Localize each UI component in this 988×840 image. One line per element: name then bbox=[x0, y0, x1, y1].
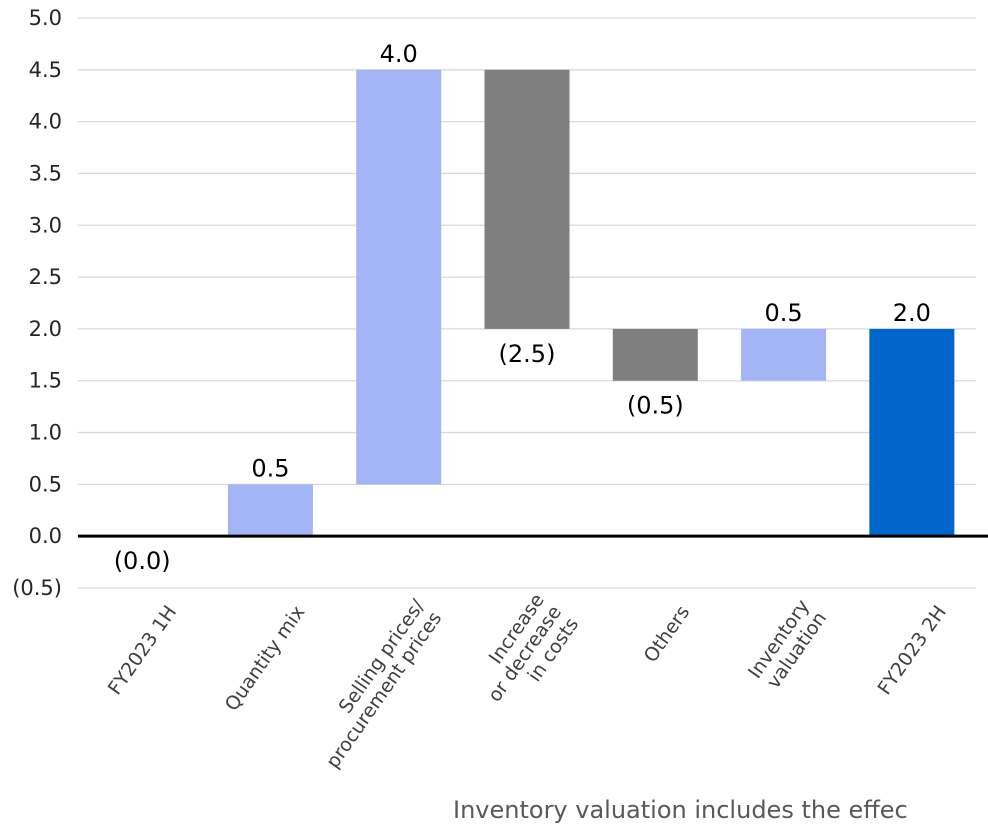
data-label: (0.5) bbox=[627, 392, 684, 420]
y-tick-label: 2.5 bbox=[29, 265, 62, 289]
category-label: Others bbox=[640, 602, 695, 667]
bar bbox=[612, 328, 698, 381]
y-tick-label: 1.5 bbox=[29, 369, 62, 393]
y-tick-label: 3.5 bbox=[29, 161, 62, 185]
category-label-line: Quantity mix bbox=[221, 602, 310, 716]
y-tick-label: 2.0 bbox=[29, 317, 62, 341]
y-tick-label: 4.5 bbox=[29, 58, 62, 82]
data-labels: (0.0) 0.5 4.0 (2.5) (0.5) 0.5 2.0 bbox=[114, 40, 931, 575]
data-label: (0.0) bbox=[114, 547, 171, 575]
category-label-line: Others bbox=[640, 602, 695, 667]
data-label: (2.5) bbox=[499, 340, 556, 368]
bar bbox=[869, 328, 955, 537]
category-label: Selling prices/procurement prices bbox=[322, 595, 446, 773]
data-label: 0.5 bbox=[764, 299, 802, 327]
y-tick-label: 1.0 bbox=[29, 421, 62, 445]
bar bbox=[227, 484, 313, 537]
y-tick-label: 0.0 bbox=[29, 524, 62, 548]
y-tick-label: 4.0 bbox=[29, 110, 62, 134]
x-axis-category-labels: FY2023 1H Quantity mix Selling prices/proc… bbox=[104, 590, 951, 773]
category-label-line: procurement prices bbox=[322, 608, 446, 773]
y-axis-tick-labels: (0.5) 0.0 0.5 1.0 1.5 2.0 2.5 3.0 3.5 4.0 4.5 5.0 bbox=[12, 6, 62, 600]
bar bbox=[484, 69, 570, 329]
y-tick-label: (0.5) bbox=[12, 576, 62, 600]
data-label: 4.0 bbox=[380, 40, 418, 68]
footnote: Inventory valuation includes the effec bbox=[453, 796, 908, 824]
category-label-line: FY2023 2H bbox=[874, 602, 951, 699]
data-label: 0.5 bbox=[251, 454, 289, 482]
category-label: FY2023 2H bbox=[874, 602, 951, 699]
bar bbox=[741, 328, 827, 381]
bars bbox=[227, 69, 955, 537]
y-tick-label: 0.5 bbox=[29, 472, 62, 496]
category-label: FY2023 1H bbox=[104, 602, 181, 699]
category-label-line: FY2023 1H bbox=[104, 602, 181, 699]
bar bbox=[356, 69, 442, 485]
y-tick-label: 5.0 bbox=[29, 6, 62, 30]
category-label: Quantity mix bbox=[221, 602, 310, 716]
data-label: 2.0 bbox=[893, 299, 931, 327]
y-tick-label: 3.0 bbox=[29, 213, 62, 237]
